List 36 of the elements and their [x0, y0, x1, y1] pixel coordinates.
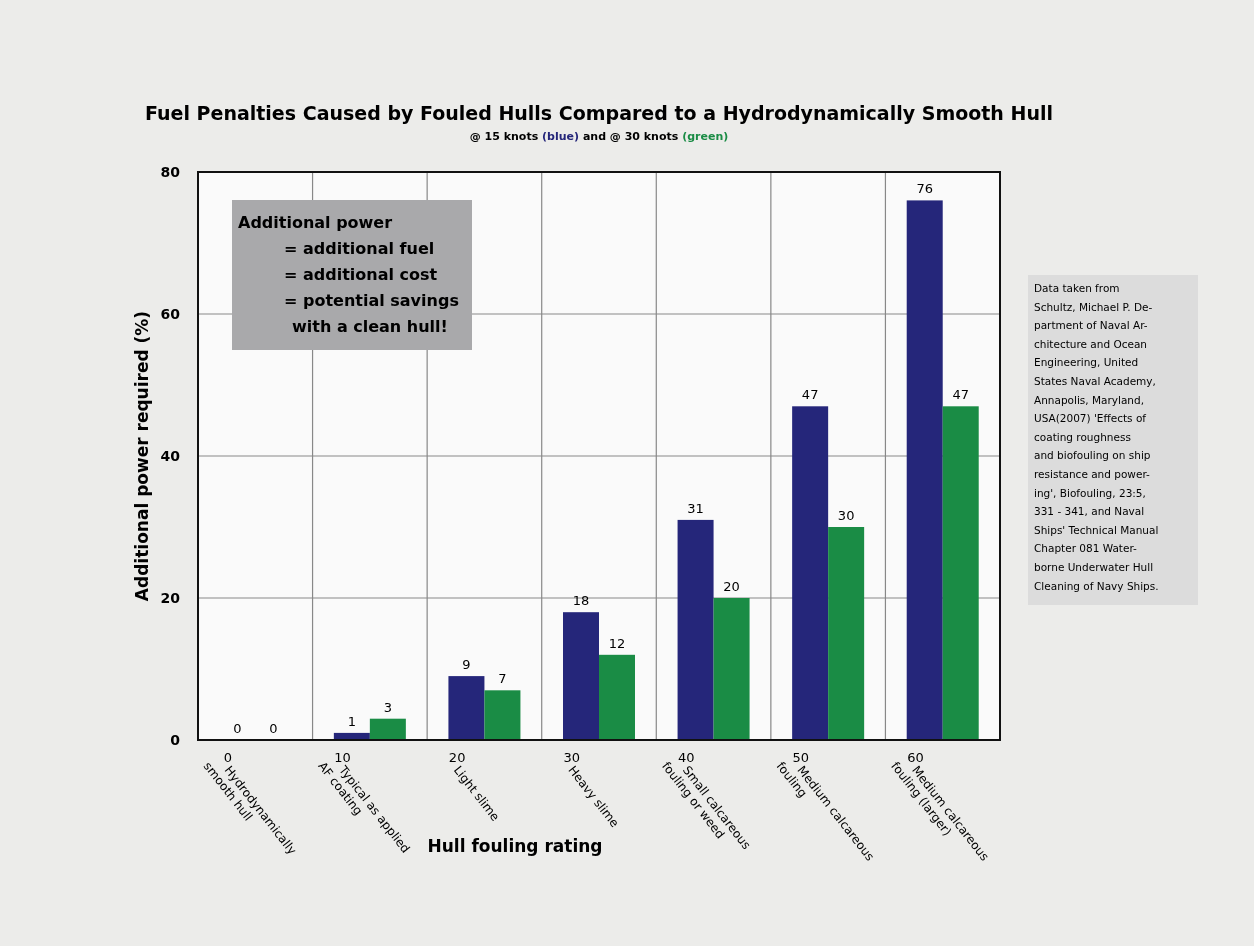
data-label: 47: [952, 387, 969, 403]
x-axis-title: Hull fouling rating: [427, 836, 603, 856]
bar: [828, 527, 865, 740]
chart-title: Fuel Penalties Caused by Fouled Hulls Compared to a Hydrodynamically Smooth Hull: [145, 102, 1053, 124]
y-tick-label: 80: [160, 164, 181, 180]
y-tick-label: 20: [160, 590, 181, 606]
data-label: 0: [233, 721, 242, 736]
y-axis-title: Additional power required (%): [132, 310, 152, 602]
annotation: Additional power = additional fuel = additional cost = potential savings with a clean hull!: [238, 213, 459, 336]
bar: [369, 718, 406, 740]
data-label: 47: [801, 387, 819, 403]
bar: [713, 598, 750, 740]
bar: [677, 519, 714, 740]
bar: [906, 200, 943, 740]
data-label: 20: [723, 579, 740, 594]
bar: [484, 690, 521, 740]
bar: [792, 406, 829, 740]
data-label: 9: [462, 657, 471, 673]
text: Data taken from Schultz, Michael P. De- partment of Naval Ar- chitecture and Ocean Engineering, United States Naval Academy, Annapolis, Maryland, USA(2007) 'Effects of coating roughness and biofouling on ship resistance and power- ing', Biofouling, 23:5, 331 - 341, and Naval Ships' Technical Manual Chapter 081 Water- borne Underwater Hull Cleaning of Navy Ships.: [1034, 282, 1159, 592]
bar: [599, 654, 635, 740]
data-label: 18: [572, 593, 590, 609]
data-label: 31: [687, 500, 704, 516]
bar: [448, 676, 485, 740]
bar: [942, 406, 979, 740]
y-tick-label: 40: [160, 448, 181, 464]
data-label: 76: [916, 181, 933, 197]
bar: [563, 612, 599, 740]
data-label: 30: [837, 508, 855, 523]
data-label: 0: [269, 721, 278, 736]
data-label: 1: [347, 713, 356, 729]
data-label: 12: [608, 635, 626, 651]
y-tick-label: 0: [170, 732, 181, 748]
chart-subtitle: @ 15 knots (blue) and @ 30 knots (green): [469, 130, 729, 143]
data-label: 7: [498, 671, 507, 687]
data-label: 3: [383, 699, 392, 715]
y-tick-label: 60: [160, 306, 181, 322]
